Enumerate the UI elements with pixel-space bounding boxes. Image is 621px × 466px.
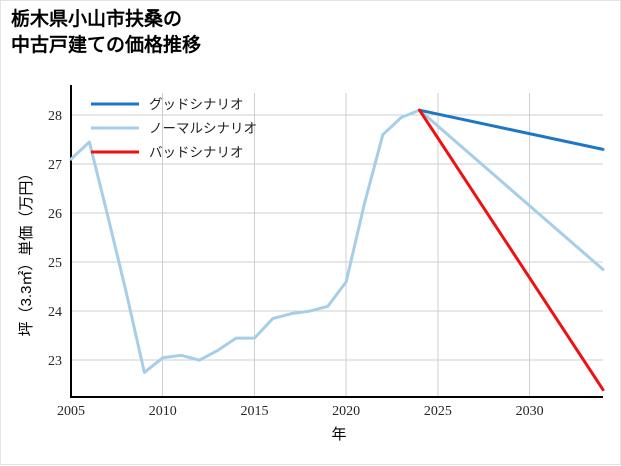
- y-tick-label: 24: [48, 305, 62, 320]
- y-tick-label: 27: [48, 158, 62, 173]
- x-tick-label: 2005: [57, 404, 85, 419]
- chart-title: 栃木県小山市扶桑の 中古戸建ての価格推移: [11, 7, 491, 59]
- series-lines-group: [69, 108, 605, 392]
- series-line-normal: [69, 108, 605, 374]
- x-tick-labels-group: 2005 2010 2015 2020 2025 2030: [57, 404, 544, 419]
- y-axis-title: 坪（3.3㎡）単価（万円）: [18, 166, 35, 337]
- legend-label-good: グッドシナリオ: [149, 97, 244, 112]
- y-tick-labels-group: 23 24 25 26 27 28: [48, 109, 62, 369]
- series-line-good: [418, 108, 605, 151]
- axis-spines-group: [69, 85, 603, 399]
- gridlines-group: [70, 93, 603, 397]
- x-axis-title: 年: [331, 426, 346, 443]
- y-tick-label: 28: [48, 109, 62, 124]
- x-tick-label: 2025: [424, 404, 452, 419]
- chart-title-line-2: 中古戸建ての価格推移: [11, 35, 202, 57]
- chart-title-line-1: 栃木県小山市扶桑の: [11, 9, 183, 30]
- series-line-bad: [418, 108, 605, 392]
- x-tick-label: 2010: [149, 404, 177, 419]
- legend-label-bad: バッドシナリオ: [149, 145, 244, 160]
- y-tick-label: 25: [48, 256, 62, 271]
- y-tick-label: 26: [48, 207, 62, 222]
- x-tick-label: 2030: [516, 404, 544, 419]
- x-tick-label: 2015: [240, 404, 268, 419]
- y-tick-label: 23: [48, 354, 62, 369]
- x-tick-label: 2020: [332, 404, 360, 419]
- legend-label-normal: ノーマルシナリオ: [149, 121, 257, 136]
